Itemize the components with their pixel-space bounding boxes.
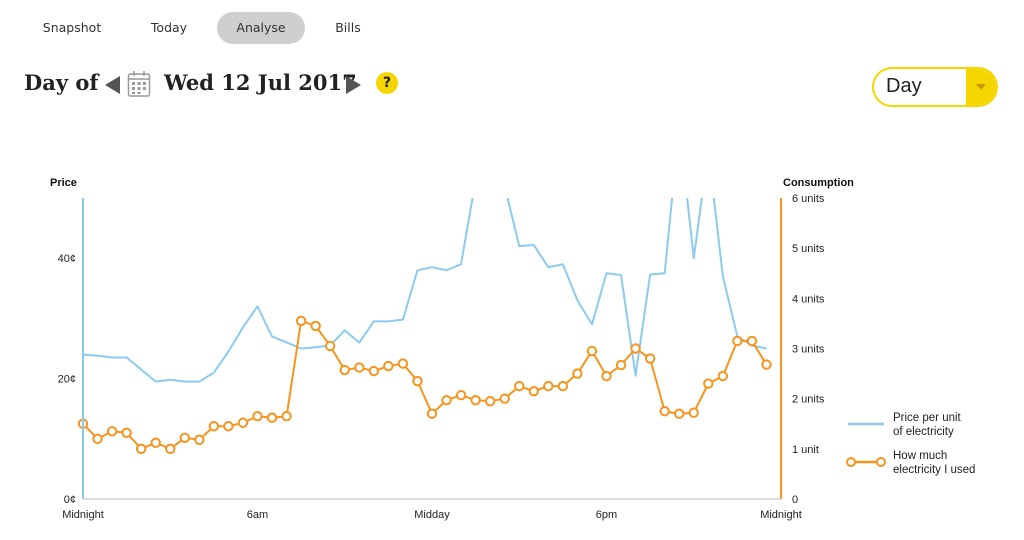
consumption-point[interactable] — [106, 426, 118, 437]
right-tick-label: 5 units — [792, 243, 825, 255]
right-tick-label: 3 units — [792, 344, 825, 356]
right-tick-label: 0 — [792, 494, 798, 506]
right-tick-label: 6 units — [792, 193, 825, 205]
x-tick-label: 6am — [247, 509, 268, 521]
tab-bar: Snapshot Today Analyse Bills — [0, 12, 420, 44]
legend-consumption-label-line1: How much — [893, 450, 947, 462]
consumption-point[interactable] — [397, 358, 409, 369]
consumption-point[interactable] — [644, 353, 656, 364]
consumption-point[interactable] — [223, 421, 234, 432]
consumption-point[interactable] — [703, 378, 714, 389]
consumption-point[interactable] — [470, 394, 481, 406]
consumption-point[interactable] — [543, 380, 554, 392]
consumption-point[interactable] — [339, 364, 350, 376]
consumption-point[interactable] — [441, 394, 452, 406]
x-tick-label: 6pm — [596, 509, 617, 521]
consumption-point[interactable] — [761, 359, 772, 370]
consumption-point[interactable] — [208, 421, 220, 432]
consumption-point[interactable] — [484, 395, 496, 407]
consumption-point[interactable] — [601, 370, 612, 382]
consumption-point[interactable] — [557, 380, 569, 392]
consumption-point[interactable] — [295, 315, 307, 327]
consumption-point[interactable] — [310, 320, 321, 332]
tab-analyse[interactable]: Analyse — [217, 12, 305, 44]
consumption-point[interactable] — [586, 345, 598, 357]
consumption-point[interactable] — [455, 389, 467, 401]
previous-day-arrow-icon[interactable] — [105, 76, 120, 94]
price-line — [83, 198, 767, 383]
legend-price-label-line2: of electricity — [893, 426, 954, 438]
consumption-point[interactable] — [121, 427, 132, 438]
consumption-point[interactable] — [92, 433, 103, 444]
period-select-value: Day — [886, 75, 922, 97]
next-day-arrow-icon[interactable] — [346, 76, 361, 94]
tab-today[interactable]: Today — [150, 20, 188, 35]
consumption-point[interactable] — [383, 360, 394, 372]
calendar-icon[interactable] — [127, 70, 151, 98]
consumption-point[interactable] — [630, 343, 641, 354]
right-tick-label: 2 units — [792, 394, 825, 406]
right-tick-label: 1 unit — [792, 444, 819, 456]
legend-consumption-marker-end — [876, 457, 886, 467]
consumption-point[interactable] — [615, 359, 627, 371]
right-tick-label: 4 units — [792, 293, 825, 305]
x-tick-label: Midday — [414, 509, 450, 521]
consumption-point[interactable] — [165, 443, 176, 455]
consumption-point[interactable] — [514, 380, 525, 392]
consumption-point[interactable] — [499, 393, 510, 404]
consumption-point[interactable] — [732, 335, 743, 347]
consumption-point[interactable] — [252, 411, 263, 422]
consumption-point[interactable] — [572, 368, 583, 379]
price-consumption-chart: Price Consumption 0¢ 20¢ 40¢ 0 1 unit 2 unit… — [50, 177, 975, 521]
tab-bills[interactable]: Bills — [335, 20, 361, 35]
right-axis-title: Consumption — [783, 177, 854, 189]
current-date: Wed 12 Jul 2017 — [164, 70, 357, 95]
help-icon[interactable]: ? — [376, 72, 398, 94]
consumption-point[interactable] — [281, 411, 292, 422]
consumption-point[interactable] — [426, 408, 438, 419]
consumption-point[interactable] — [237, 417, 249, 428]
tab-snapshot[interactable]: Snapshot — [42, 20, 102, 35]
chevron-down-icon[interactable] — [966, 69, 996, 105]
consumption-point[interactable] — [179, 432, 190, 443]
consumption-point[interactable] — [368, 365, 380, 377]
consumption-point[interactable] — [674, 408, 685, 419]
legend-price-label-line1: Price per unit — [893, 412, 962, 424]
consumption-point[interactable] — [528, 385, 539, 397]
consumption-point[interactable] — [659, 406, 670, 417]
left-tick-label: 20¢ — [58, 374, 76, 386]
left-tick-label: 0¢ — [64, 494, 76, 506]
consumption-point[interactable] — [325, 340, 336, 352]
consumption-point[interactable] — [150, 437, 161, 449]
x-tick-label: Midnight — [760, 509, 802, 521]
consumption-point[interactable] — [194, 434, 205, 446]
consumption-point[interactable] — [354, 362, 365, 373]
consumption-point[interactable] — [412, 375, 423, 387]
chart-legend: Price per unit of electricity How much e… — [846, 412, 975, 476]
left-axis-title: Price — [50, 177, 77, 189]
day-header: Day of Wed 12 Jul 2017 ? — [24, 66, 424, 106]
x-tick-label: Midnight — [62, 509, 104, 521]
legend-consumption-label-line2: electricity I used — [893, 464, 975, 476]
consumption-point[interactable] — [266, 412, 278, 423]
period-select[interactable]: Day — [872, 67, 998, 107]
legend-consumption-marker-start — [846, 457, 856, 467]
consumption-point[interactable] — [717, 370, 729, 382]
consumption-line — [83, 319, 768, 450]
consumption-point[interactable] — [688, 407, 699, 418]
day-of-label: Day of — [24, 70, 99, 95]
consumption-point[interactable] — [746, 335, 758, 347]
consumption-point[interactable] — [135, 443, 147, 455]
left-tick-label: 40¢ — [58, 253, 76, 265]
